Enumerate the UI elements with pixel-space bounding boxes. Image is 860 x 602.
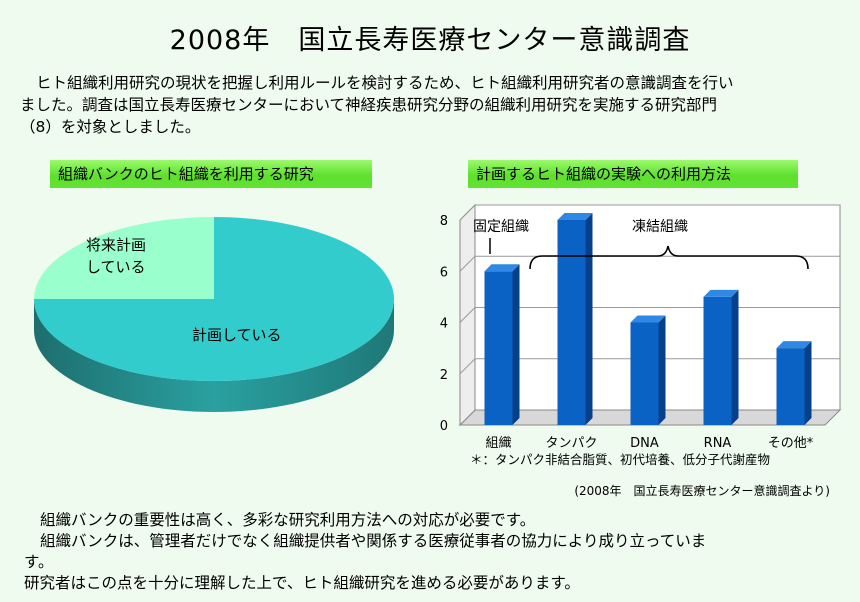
bar-chart: 0 2 4 6 8 組織 タンパク DNA RNA その他* 固定組織 凍結組織 ＊：タンパク非… [440, 203, 842, 467]
gridline [459, 204, 840, 221]
intro-text: ヒト組織利用研究の現状を把握し利用ルールを検討するため、ヒト組織利用研究者の意識… [20, 72, 840, 138]
y-tick-label: 4 [440, 317, 448, 332]
bar-footnote: ＊：タンパク非結合脂質、初代培養、低分子代謝産物 [470, 452, 770, 467]
bar [703, 289, 739, 425]
pie-chart: 将来計画 している 計画している [34, 217, 394, 412]
bar [557, 213, 593, 425]
intro-line: ヒト組織利用研究の現状を把握し利用ルールを検討するため、ヒト組織利用研究者の意識… [36, 74, 734, 92]
x-tick-label: RNA [704, 436, 732, 451]
bar [776, 341, 812, 425]
pie-chart-title: 組織バンクのヒト組織を利用する研究 [50, 160, 372, 188]
conclusion-line: 研究者はこの点を十分に理解した上で、ヒト組織研究を進める必要があります。 [24, 574, 580, 592]
x-tick-label: 組織 [485, 436, 511, 451]
page-title: 2008年 国立長寿医療センター意識調査 [169, 25, 691, 56]
bar-chart-title: 計画するヒト組織の実験への利用方法 [468, 160, 798, 188]
y-tick-label: 6 [440, 265, 448, 280]
pie-label-future-2: している [86, 258, 146, 276]
pie-slice-future [34, 217, 214, 299]
source-citation: (2008年 国立長寿医療センター意識調査より) [574, 484, 830, 498]
x-tick-label: タンパク [545, 436, 597, 451]
y-tick-label: 8 [440, 214, 448, 229]
x-tick-label: その他* [768, 436, 814, 451]
conclusion-line: 組織バンクの重要性は高く、多彩な研究利用方法への対応が必要です。 [40, 511, 536, 529]
pie-label-future-1: 将来計画 [86, 236, 146, 254]
intro-line: ました。調査は国立長寿医療センターにおいて神経疾患研究分野の組織利用研究を実施す… [20, 96, 718, 114]
bar [630, 315, 666, 425]
pie-label-planned: 計画している [192, 326, 282, 344]
conclusion-line: す。 [24, 553, 54, 571]
conclusion-text: 組織バンクの重要性は高く、多彩な研究利用方法への対応が必要です。 組織バンクは、… [24, 510, 836, 594]
frozen-tissue-brace [529, 245, 809, 270]
x-tick-label: DNA [630, 436, 659, 451]
intro-line: （8）を対象としました。 [20, 118, 201, 136]
annotation-fixed-tissue: 固定組織 [473, 219, 529, 235]
y-tick-label: 2 [440, 368, 448, 383]
annotation-frozen-tissue: 凍結組織 [632, 219, 688, 235]
pie-side [34, 299, 394, 412]
bar [484, 264, 520, 425]
y-tick-label: 0 [440, 419, 448, 434]
conclusion-line: 組織バンクは、管理者だけでなく組織提供者や関係する医療従事者の協力により成り立っ… [40, 532, 707, 550]
